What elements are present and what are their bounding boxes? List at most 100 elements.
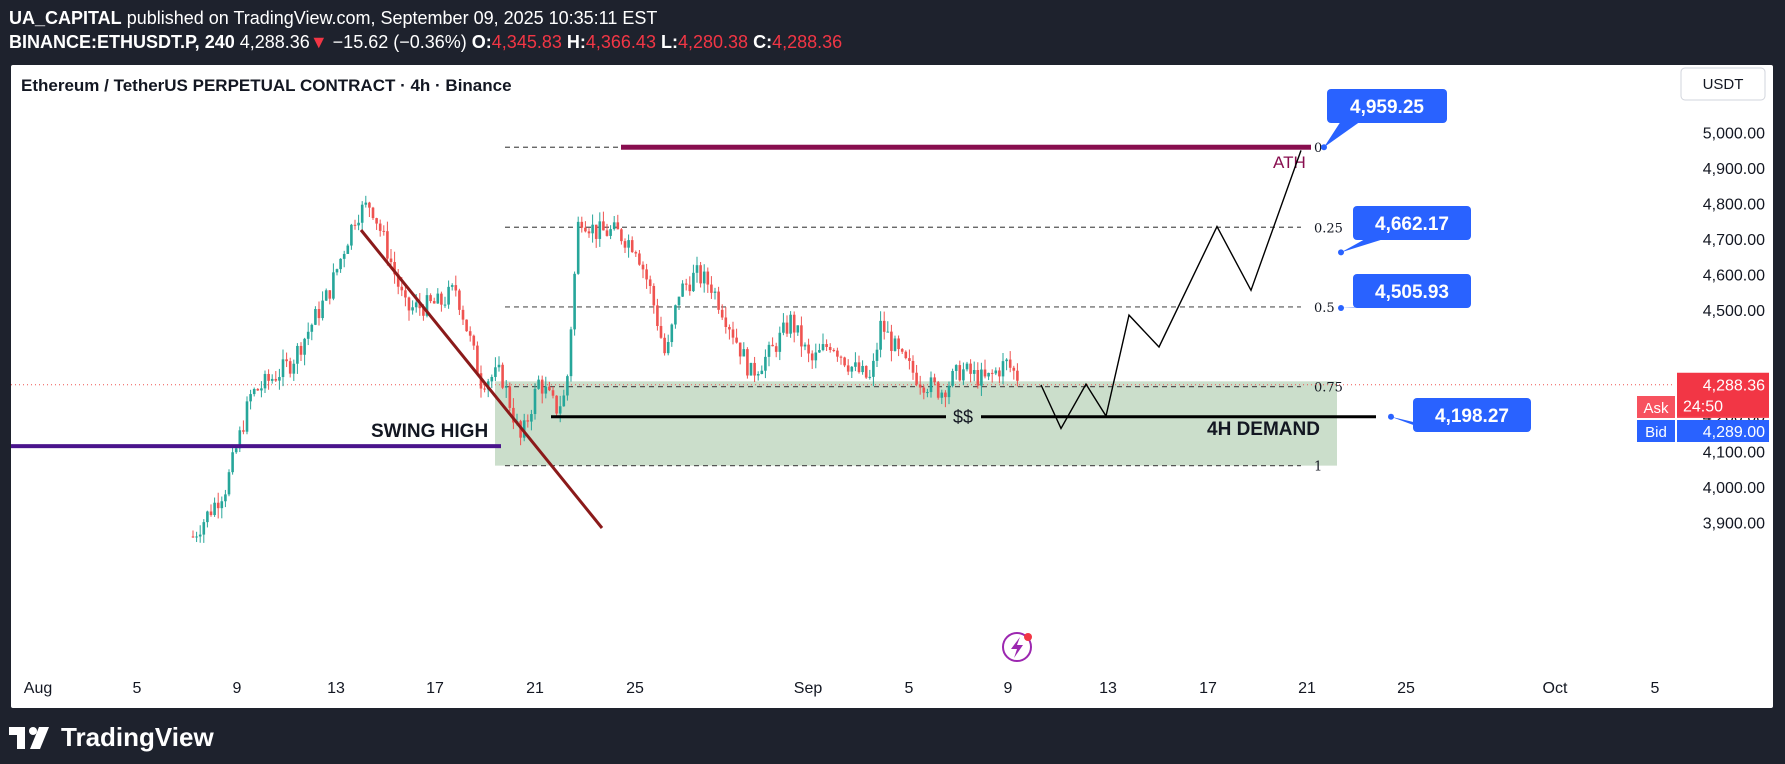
fib-level-label: 0.25 [1314,221,1343,236]
candle-body [609,229,612,236]
x-tick-label: 25 [1397,680,1415,697]
candle-body [267,373,270,381]
candle-body [450,285,454,287]
candle-body [980,369,983,386]
candle-body [508,386,512,408]
candle-body [868,376,872,378]
candle-body [828,346,832,350]
candle-body [227,472,231,495]
candle-body [551,390,555,396]
candle-body [922,387,926,393]
x-tick-label: Aug [24,680,52,697]
candle-body [692,272,695,292]
candle-body [195,536,198,538]
ohlc-bar: BINANCE:ETHUSDT.P, 240 4,288.36▼ −15.62 … [9,32,842,53]
candle-body [645,269,648,280]
candle-body [717,291,720,310]
candle-body [461,309,465,320]
chart-title: Ethereum / TetherUS PERPETUAL CONTRACT ·… [21,76,512,95]
candle-body [292,363,296,374]
candle-body [760,370,764,374]
candle-body [494,367,497,377]
candle-body [591,224,594,234]
candle-body [810,353,814,361]
x-tick-label: Sep [794,680,823,697]
tradingview-brand: TradingView [61,722,214,752]
candle-body [303,338,306,355]
ath-label: ATH [1273,153,1306,172]
candle-body [360,204,364,223]
target-callout-anchor [1321,144,1327,151]
candle-body [375,218,378,224]
candle-body [663,337,666,354]
x-tick-label: 25 [626,680,644,697]
candle-body [285,359,288,362]
candle-body [792,314,796,333]
candle-body [288,361,292,374]
candle-body [756,373,760,376]
candle-body [537,379,540,389]
candle-body [807,344,810,354]
chart-frame[interactable]: 0 0.25 0.5 0.75 1 ATH SWING HIGH $$ 4H DEMAND 4,9… [11,65,1773,708]
tradingview-logo[interactable]: TradingView [9,722,214,753]
candle-body [843,357,846,366]
low-label: L: [660,32,678,52]
candle-body [720,309,724,318]
candle-body [850,366,854,372]
candle-body [422,308,425,316]
candle-body [364,202,368,205]
candle-body [346,245,350,254]
candle-body [634,252,638,254]
candle-body [483,388,486,390]
candle-body [623,241,627,248]
candle-body [836,350,839,357]
candle-body [544,386,548,394]
x-tick-label: 9 [233,680,242,697]
candle-body [656,305,659,326]
tradingview-logo-icon [9,726,49,749]
x-tick-label: 21 [526,680,544,697]
candle-body [206,511,209,523]
x-tick-label: 21 [1298,680,1316,697]
candle-body [728,326,731,330]
candle-body [825,344,828,347]
candle-body [479,373,483,389]
candle-body [490,376,494,382]
candle-body [864,365,868,378]
author-name[interactable]: UA_CAPITAL [9,8,122,28]
candle-body [400,286,404,291]
candle-body [256,388,260,391]
candle-body [594,224,598,239]
candle-body [278,377,281,381]
target-callout-pointer [1324,121,1361,148]
candle-body [296,345,299,364]
candle-body [857,362,861,373]
trend-line [359,229,604,529]
candle-body [314,309,317,325]
ask-tag-box [1637,396,1675,418]
candle-body [580,221,584,228]
currency-button [1680,67,1766,101]
candle-body [972,370,976,374]
candle-body [749,362,753,376]
target-callout-box [1327,89,1447,123]
swing-high-line [11,444,501,449]
candle-body [674,305,677,325]
candle-body [803,344,807,347]
chart-canvas[interactable]: 0 0.25 0.5 0.75 1 ATH SWING HIGH $$ 4H DEMAND 4,9… [11,65,1773,708]
candle-body [368,202,371,208]
candle-body [569,329,573,377]
candle-body [814,352,818,361]
candle-body [933,377,936,383]
candle-body [652,285,656,306]
target-callout-label: 4,959.25 [1350,97,1424,118]
candle-body [677,296,681,306]
bid-value-box [1677,420,1769,442]
candle-body [886,331,890,333]
candle-body [342,253,346,259]
candle-body [504,386,508,388]
candle-body [216,502,220,509]
target-callout-label: 4,662.17 [1375,214,1449,235]
candle-body [753,362,756,376]
candle-body [976,370,980,386]
